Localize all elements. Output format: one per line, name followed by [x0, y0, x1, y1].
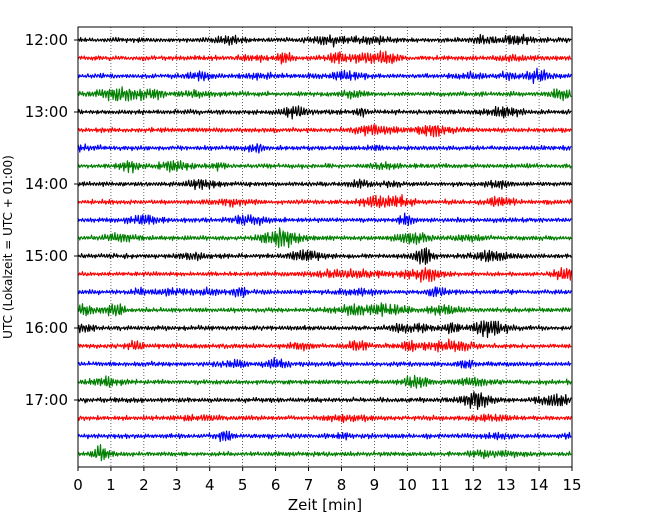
- trace-row-3: [77, 67, 572, 85]
- y-tick-label: 16:00: [25, 319, 68, 337]
- x-tick-label: 1: [106, 476, 116, 494]
- trace-row-8: [77, 160, 572, 174]
- x-tick-label: 5: [238, 476, 248, 494]
- x-tick-label: 12: [464, 476, 483, 494]
- x-tick-label: 15: [562, 476, 581, 494]
- seismic-traces: [77, 33, 572, 462]
- x-tick-label: 9: [370, 476, 380, 494]
- x-tick-label: 8: [337, 476, 347, 494]
- trace-row-16: [77, 302, 572, 317]
- y-tick-label: 13:00: [25, 103, 68, 121]
- trace-row-9: [77, 178, 572, 191]
- trace-row-10: [77, 194, 572, 209]
- x-tick-label: 11: [431, 476, 450, 494]
- x-tick-label: 6: [271, 476, 281, 494]
- y-tick-label: 12:00: [25, 31, 68, 49]
- x-axis-ticks: 0 1 2 3 4 5 6 7 8 9 10 11 12 13 14 15: [73, 467, 582, 494]
- y-axis-label: UTC (Lokalzeit = UTC + 01:00): [1, 155, 15, 339]
- trace-row-13: [77, 247, 572, 265]
- x-tick-label: 2: [139, 476, 149, 494]
- y-tick-label: 15:00: [25, 247, 68, 265]
- gridlines: [110, 27, 540, 467]
- trace-row-17: [77, 320, 572, 339]
- trace-row-2: [77, 50, 572, 65]
- x-tick-label: 3: [172, 476, 182, 494]
- trace-row-15: [77, 286, 572, 298]
- trace-row-7: [77, 143, 572, 154]
- trace-row-5: [77, 105, 572, 120]
- trace-row-21: [77, 391, 572, 410]
- trace-row-1: [77, 33, 572, 48]
- trace-row-6: [77, 123, 572, 138]
- x-tick-label: 0: [73, 476, 83, 494]
- trace-row-19: [77, 356, 572, 369]
- trace-row-14: [77, 267, 572, 283]
- x-tick-label: 10: [398, 476, 417, 494]
- trace-row-11: [77, 212, 572, 226]
- trace-row-20: [77, 374, 572, 389]
- plot-frame: [77, 26, 573, 468]
- trace-row-12: [77, 227, 572, 249]
- y-tick-label: 14:00: [25, 175, 68, 193]
- x-tick-label: 14: [530, 476, 549, 494]
- trace-row-22: [77, 413, 572, 424]
- y-axis-ticks: 12:00 13:00 14:00 15:00 16:00 17:00: [25, 31, 78, 409]
- y-tick-label: 17:00: [25, 391, 68, 409]
- x-axis-label: Zeit [min]: [288, 496, 362, 514]
- trace-row-24: [77, 444, 572, 462]
- x-tick-label: 13: [497, 476, 516, 494]
- x-tick-label: 4: [205, 476, 215, 494]
- trace-row-23: [77, 430, 572, 443]
- x-tick-label: 7: [304, 476, 314, 494]
- trace-row-4: [77, 86, 572, 102]
- trace-row-18: [77, 338, 572, 353]
